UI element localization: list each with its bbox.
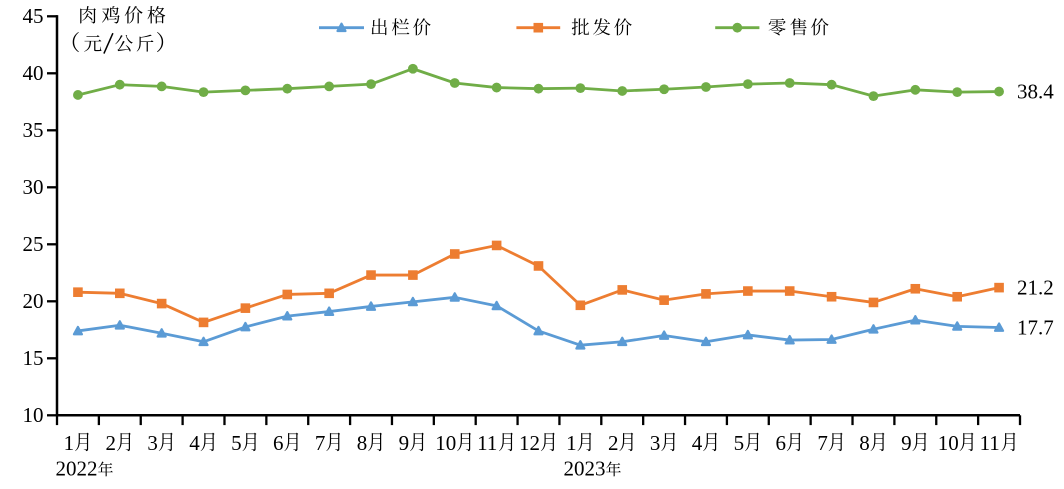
svg-text:35: 35	[23, 118, 44, 142]
svg-text:7: 7	[817, 431, 828, 455]
svg-text:20: 20	[23, 289, 44, 313]
svg-text:6: 6	[775, 431, 786, 455]
svg-text:12: 12	[519, 431, 540, 455]
svg-text:10: 10	[23, 403, 44, 427]
svg-text:25: 25	[23, 232, 44, 256]
svg-text:21.2: 21.2	[1017, 276, 1054, 300]
svg-text:45: 45	[23, 4, 44, 28]
svg-text:38.4: 38.4	[1017, 80, 1054, 104]
svg-text:3: 3	[650, 431, 661, 455]
svg-text:8: 8	[357, 431, 368, 455]
svg-text:5: 5	[231, 431, 242, 455]
svg-text:8: 8	[859, 431, 870, 455]
svg-text:9: 9	[399, 431, 410, 455]
svg-text:4: 4	[692, 431, 703, 455]
svg-text:2: 2	[106, 431, 117, 455]
svg-text:11: 11	[980, 431, 1000, 455]
svg-text:15: 15	[23, 346, 44, 370]
svg-text:9: 9	[901, 431, 912, 455]
svg-text:2022: 2022	[56, 457, 98, 481]
svg-text:2: 2	[608, 431, 619, 455]
svg-text:6: 6	[273, 431, 284, 455]
svg-text:4: 4	[189, 431, 200, 455]
svg-text:40: 40	[23, 61, 44, 85]
svg-text:10: 10	[938, 431, 959, 455]
svg-text:1: 1	[64, 431, 75, 455]
svg-text:3: 3	[147, 431, 158, 455]
svg-text:17.7: 17.7	[1017, 316, 1054, 340]
svg-text:30: 30	[23, 175, 44, 199]
svg-text:7: 7	[315, 431, 326, 455]
svg-text:1: 1	[566, 431, 577, 455]
svg-text:2023: 2023	[564, 457, 606, 481]
svg-text:5: 5	[734, 431, 745, 455]
svg-text:11: 11	[477, 431, 497, 455]
svg-text:10: 10	[435, 431, 456, 455]
